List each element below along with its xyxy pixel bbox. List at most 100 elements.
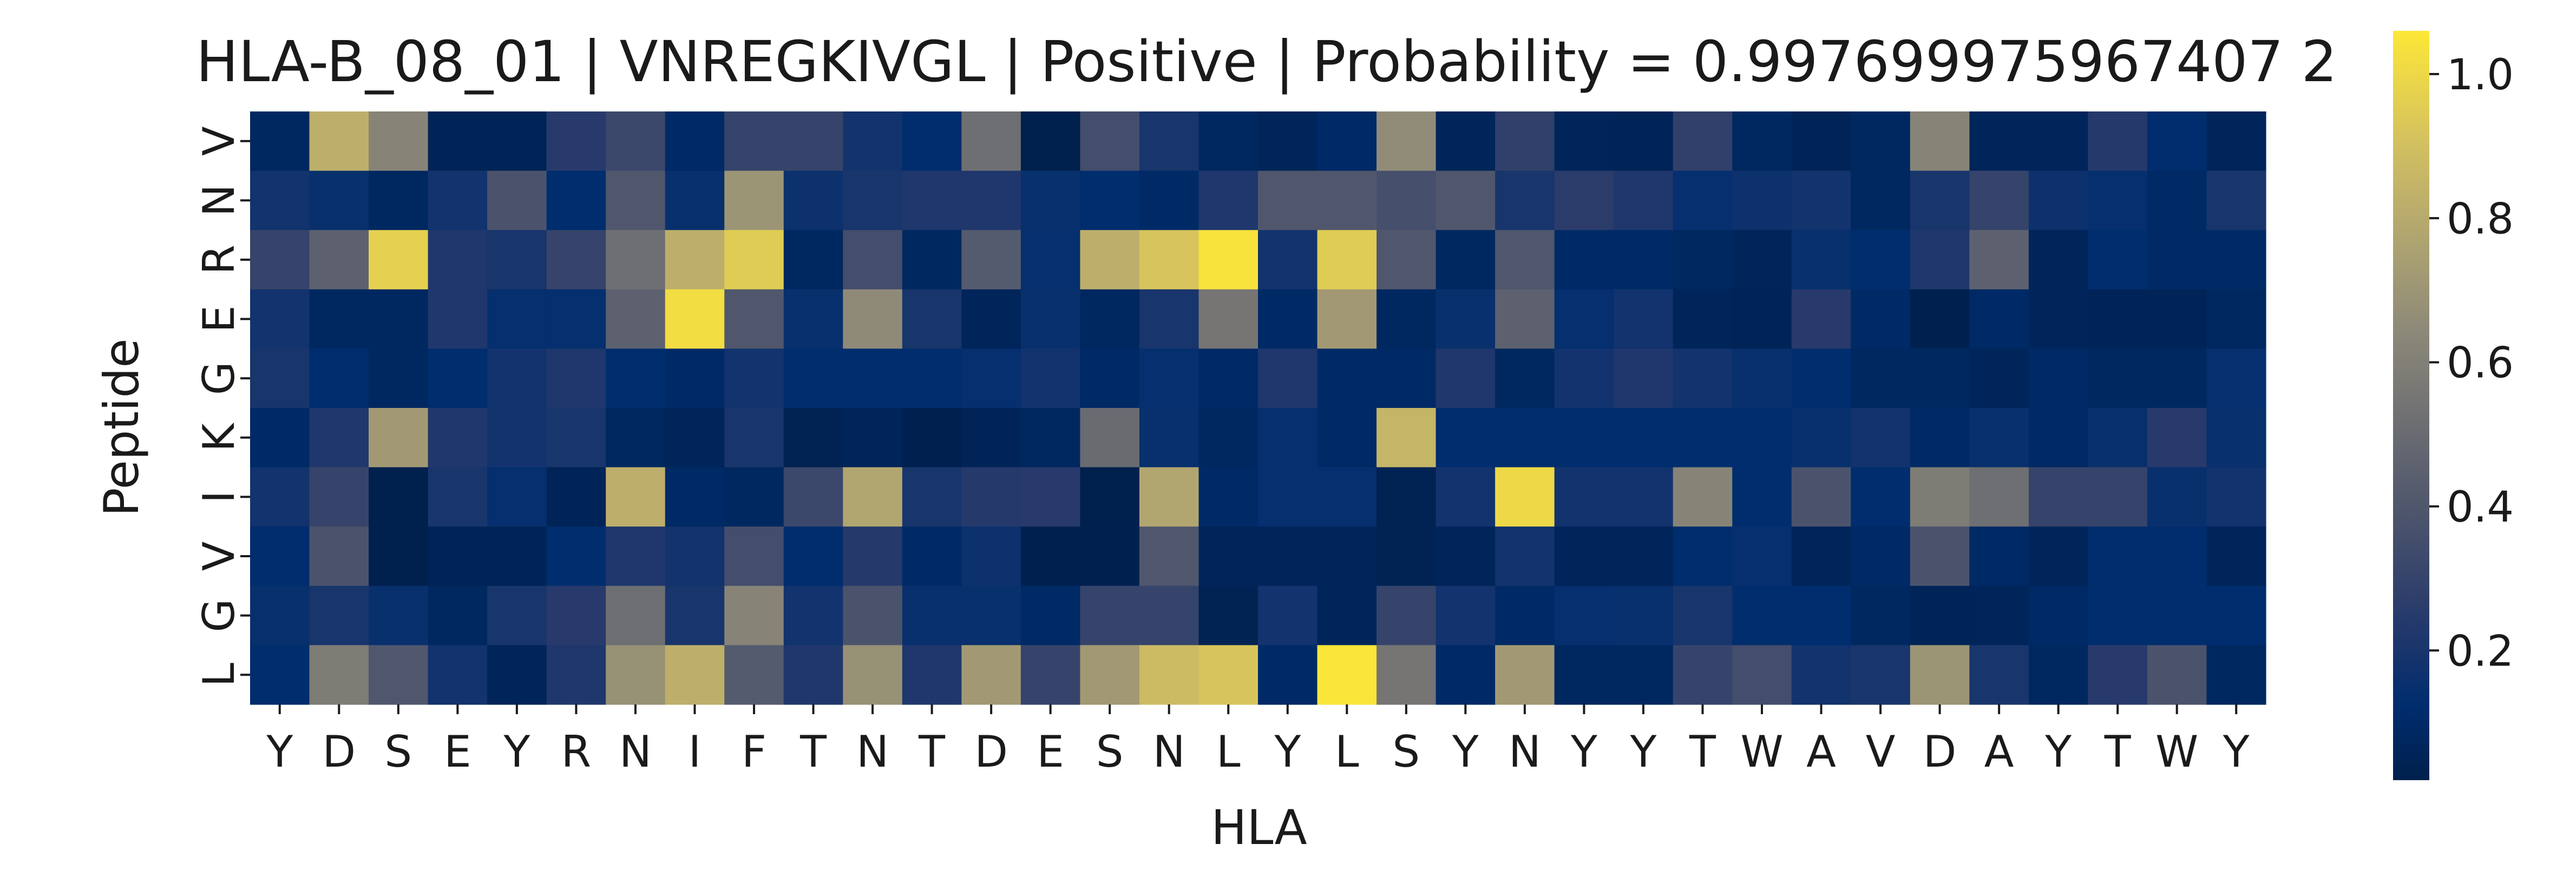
heatmap-cell	[1377, 645, 1437, 705]
heatmap-cell	[961, 408, 1021, 468]
heatmap-cell	[546, 289, 606, 349]
heatmap-cell	[309, 289, 369, 349]
heatmap-cell	[1791, 467, 1851, 527]
heatmap-cell	[1198, 645, 1258, 705]
x-tick-label: N	[856, 727, 889, 777]
y-tick-labels: VNREGKIVGL	[194, 126, 250, 687]
heatmap-cell	[250, 230, 310, 290]
heatmap-cell	[1020, 645, 1081, 705]
heatmap-cell	[724, 289, 784, 349]
heatmap-cell	[606, 467, 666, 527]
heatmap-cell	[1732, 408, 1792, 468]
colorbar	[2393, 31, 2429, 780]
heatmap-cell	[1436, 467, 1496, 527]
heatmap-cell	[1673, 111, 1733, 172]
colorbar-tick-label: 0.6	[2447, 339, 2514, 388]
heatmap-cell	[1436, 408, 1496, 468]
heatmap-cell	[783, 645, 843, 705]
x-tick-label: L	[1216, 727, 1241, 777]
heatmap-cell	[1732, 526, 1792, 586]
heatmap-cell	[1495, 467, 1555, 527]
heatmap-cell	[724, 585, 784, 645]
heatmap-cell	[428, 289, 488, 349]
heatmap-cell	[1554, 408, 1614, 468]
heatmap-cell	[1554, 645, 1614, 705]
heatmap-cell	[1139, 230, 1199, 290]
heatmap-cell	[1377, 585, 1437, 645]
heatmap-cell	[1910, 348, 1970, 408]
y-tick-label: G	[194, 361, 244, 395]
heatmap-cell	[1732, 348, 1792, 408]
heatmap-cell	[487, 170, 547, 230]
x-tick-label: W	[1740, 727, 1783, 777]
heatmap-cell	[1614, 408, 1674, 468]
heatmap-cell	[1377, 230, 1437, 290]
heatmap-cell	[1791, 111, 1851, 172]
y-tick-label: E	[194, 305, 244, 333]
heatmap-cell	[2206, 585, 2266, 645]
heatmap-cell	[843, 289, 903, 349]
heatmap-cell	[1258, 408, 1318, 468]
heatmap-cell	[2147, 230, 2207, 290]
heatmap-cell	[1495, 170, 1555, 230]
heatmap-cell	[1732, 289, 1792, 349]
heatmap-cell	[2028, 526, 2089, 586]
x-tick-label: F	[742, 727, 766, 777]
heatmap-cell	[487, 348, 547, 408]
heatmap-cell	[1317, 230, 1377, 290]
heatmap-cell	[546, 585, 606, 645]
heatmap-cell	[902, 230, 962, 290]
heatmap-cell	[1139, 289, 1199, 349]
heatmap-cell	[1436, 526, 1496, 586]
heatmap-cell	[1080, 645, 1140, 705]
heatmap-cell	[2088, 408, 2148, 468]
y-axis-label: Peptide	[94, 339, 149, 517]
heatmap-cell	[2088, 230, 2148, 290]
y-tick-label: G	[194, 599, 244, 632]
heatmap-cell	[2028, 170, 2089, 230]
heatmap-cell	[369, 348, 429, 408]
heatmap-cell	[369, 645, 429, 705]
heatmap-cell	[369, 170, 429, 230]
heatmap-cell	[1969, 526, 2029, 586]
heatmap-cell	[2028, 645, 2089, 705]
heatmap-cell	[665, 170, 725, 230]
heatmap-cell	[606, 111, 666, 172]
heatmap-cell	[1020, 111, 1081, 172]
heatmap-cell	[1851, 526, 1911, 586]
heatmap-cell	[1851, 111, 1911, 172]
heatmap-cell	[1554, 170, 1614, 230]
heatmap-cell	[1139, 585, 1199, 645]
heatmap-cell	[428, 585, 488, 645]
heatmap-cell	[1851, 585, 1911, 645]
colorbar-tick-label: 0.8	[2447, 195, 2514, 243]
heatmap-cell	[1258, 348, 1318, 408]
x-tick-label: N	[1509, 727, 1541, 777]
heatmap-cell	[250, 111, 310, 172]
heatmap-cell	[487, 526, 547, 586]
y-tick-label: N	[194, 184, 244, 216]
heatmap-cell	[250, 289, 310, 349]
heatmap-cell	[1910, 467, 1970, 527]
colorbar-tick-label: 0.2	[2447, 627, 2514, 676]
heatmap-cell	[1495, 111, 1555, 172]
heatmap-cell	[1020, 467, 1081, 527]
heatmap-cell	[487, 645, 547, 705]
heatmap-cell	[369, 408, 429, 468]
heatmap-cell	[606, 348, 666, 408]
x-tick-label: S	[1392, 727, 1420, 777]
heatmap-cell	[1080, 230, 1140, 290]
heatmap-cell	[1969, 585, 2029, 645]
x-tick-label: T	[799, 727, 827, 777]
y-tick-label: V	[194, 126, 244, 156]
heatmap-cell	[843, 408, 903, 468]
heatmap-cell	[1258, 645, 1318, 705]
heatmap-cell	[250, 348, 310, 408]
heatmap-cell	[369, 289, 429, 349]
heatmap-cell	[1554, 526, 1614, 586]
heatmap-cell	[902, 645, 962, 705]
heatmap-cell	[1851, 230, 1911, 290]
heatmap-cell	[2206, 408, 2266, 468]
heatmap-cell	[1436, 645, 1496, 705]
x-tick-label: T	[2104, 727, 2132, 777]
